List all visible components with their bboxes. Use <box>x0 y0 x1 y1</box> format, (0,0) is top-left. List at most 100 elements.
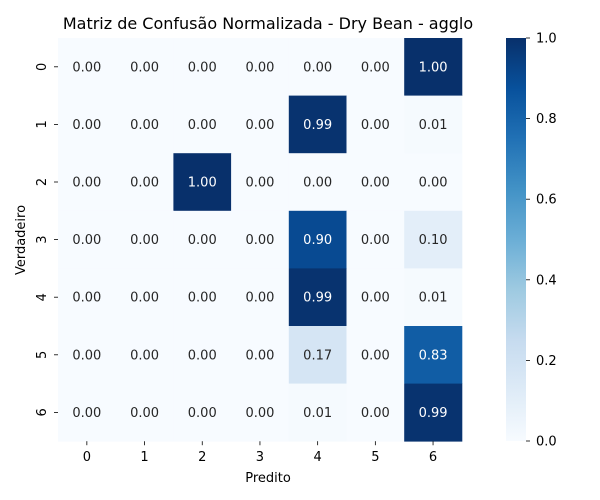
x-tick-label-4: 4 <box>314 450 322 465</box>
cell-value-label-r0-c6: 1.00 <box>419 60 448 75</box>
heatmap-cell-r1-c5 <box>346 95 405 154</box>
cell-value-label-r5-c3: 0.00 <box>245 348 274 363</box>
heatmap-cell-r3-c5 <box>346 210 405 269</box>
heatmap-cell-r6-c2 <box>173 383 232 442</box>
cell-value-label-r0-c1: 0.00 <box>130 60 159 75</box>
heatmap-cell-r4-c1 <box>115 268 174 327</box>
heatmap-cell-r6-c6 <box>404 383 463 442</box>
heatmap-cell-r1-c2 <box>173 95 232 154</box>
heatmap-cell-r4-c6 <box>404 268 463 327</box>
y-tick-label-1: 1 <box>35 120 50 128</box>
cell-value-label-r4-c6: 0.01 <box>419 291 448 306</box>
heatmap-cell-r5-c2 <box>173 326 232 384</box>
cell-value-label-r4-c3: 0.00 <box>245 291 274 306</box>
y-axis-label: Verdadeiro <box>14 205 29 275</box>
heatmap-cell-r4-c5 <box>346 268 405 327</box>
cell-value-label-r2-c4: 0.00 <box>303 176 332 191</box>
cell-value-label-r6-c1: 0.00 <box>130 406 159 421</box>
y-tick-label-4: 4 <box>35 293 50 301</box>
cell-value-label-r2-c6: 0.00 <box>419 176 448 191</box>
cell-value-label-r4-c4: 0.99 <box>303 291 332 306</box>
cell-value-label-r4-c0: 0.00 <box>72 291 101 306</box>
heatmap-cell-r3-c0 <box>58 210 117 269</box>
x-tick-label-2: 2 <box>198 450 206 465</box>
heatmap-cell-r5-c6 <box>404 326 463 384</box>
y-tick-label-6: 6 <box>35 408 50 416</box>
cell-value-label-r3-c5: 0.00 <box>361 233 390 248</box>
heatmap-cell-r1-c0 <box>58 95 117 154</box>
cell-value-label-r0-c3: 0.00 <box>245 60 274 75</box>
x-tick-label-1: 1 <box>140 450 148 465</box>
cell-value-label-r1-c4: 0.99 <box>303 118 332 133</box>
heatmap-cell-r2-c2 <box>173 153 232 212</box>
cell-value-label-r0-c2: 0.00 <box>188 60 217 75</box>
cell-value-label-r5-c6: 0.83 <box>419 348 448 363</box>
cell-value-label-r3-c3: 0.00 <box>245 233 274 248</box>
cell-value-label-r1-c3: 0.00 <box>245 118 274 133</box>
cell-value-label-r1-c1: 0.00 <box>130 118 159 133</box>
heatmap-cell-r0-c2 <box>173 38 232 96</box>
cell-value-label-r4-c1: 0.00 <box>130 291 159 306</box>
heatmap-cell-r1-c3 <box>231 95 290 154</box>
cell-value-label-r1-c0: 0.00 <box>72 118 101 133</box>
heatmap-cell-r3-c1 <box>115 210 174 269</box>
heatmap-cell-r1-c4 <box>288 95 347 154</box>
heatmap-cell-r2-c1 <box>115 153 174 212</box>
x-tick-label-3: 3 <box>256 450 264 465</box>
heatmap-cell-r1-c6 <box>404 95 463 154</box>
colorbar-gradient <box>506 38 526 441</box>
cell-value-label-r2-c0: 0.00 <box>72 176 101 191</box>
heatmap-cell-r4-c3 <box>231 268 290 327</box>
cell-value-label-r3-c0: 0.00 <box>72 233 101 248</box>
heatmap-cell-r6-c0 <box>58 383 117 442</box>
x-axis-label: Predito <box>245 471 291 486</box>
x-tick-label-6: 6 <box>429 450 437 465</box>
cell-value-label-r0-c5: 0.00 <box>361 60 390 75</box>
heatmap-cell-r2-c0 <box>58 153 117 212</box>
colorbar-tick-label-1: 0.2 <box>536 354 557 369</box>
x-axis: 0 1 2 3 4 5 6 <box>83 441 437 465</box>
heatmap-cell-r5-c1 <box>115 326 174 384</box>
colorbar-tick-label-2: 0.4 <box>536 273 557 288</box>
cell-value-label-r6-c6: 0.99 <box>419 406 448 421</box>
heatmap-cell-r4-c4 <box>288 268 347 327</box>
cell-value-label-r2-c5: 0.00 <box>361 176 390 191</box>
cell-value-label-r2-c3: 0.00 <box>245 176 274 191</box>
heatmap-cell-r6-c4 <box>288 383 347 442</box>
cell-value-label-r5-c5: 0.00 <box>361 348 390 363</box>
heatmap-cell-r3-c6 <box>404 210 463 269</box>
cell-value-label-r3-c4: 0.90 <box>303 233 332 248</box>
cell-value-label-r6-c5: 0.00 <box>361 406 390 421</box>
cell-value-label-r0-c4: 0.00 <box>303 60 332 75</box>
cell-value-label-r5-c2: 0.00 <box>188 348 217 363</box>
heatmap-cell-r0-c3 <box>231 38 290 96</box>
cell-value-label-r3-c2: 0.00 <box>188 233 217 248</box>
heatmap-cell-r0-c4 <box>288 38 347 96</box>
cell-value-label-r2-c1: 0.00 <box>130 176 159 191</box>
heatmap-cell-r5-c4 <box>288 326 347 384</box>
cell-value-label-r3-c6: 0.10 <box>419 233 448 248</box>
heatmap-cell-r6-c3 <box>231 383 290 442</box>
cell-value-label-r1-c5: 0.00 <box>361 118 390 133</box>
y-tick-label-0: 0 <box>35 63 50 71</box>
colorbar-tick-label-5: 1.0 <box>536 32 557 47</box>
heatmap-cell-r6-c5 <box>346 383 405 442</box>
heatmap-cell-r2-c6 <box>404 153 463 212</box>
y-tick-label-5: 5 <box>35 351 50 359</box>
cell-value-label-r3-c1: 0.00 <box>130 233 159 248</box>
heatmap-cell-r2-c4 <box>288 153 347 212</box>
cell-value-label-r5-c0: 0.00 <box>72 348 101 363</box>
heatmap-cell-r0-c6 <box>404 38 463 96</box>
heatmap-cell-r2-c3 <box>231 153 290 212</box>
y-tick-label-2: 2 <box>35 178 50 186</box>
x-tick-label-0: 0 <box>83 450 91 465</box>
cell-value-label-r1-c2: 0.00 <box>188 118 217 133</box>
heatmap-cell-r3-c2 <box>173 210 232 269</box>
heatmap-cell-r3-c3 <box>231 210 290 269</box>
cell-value-label-r4-c2: 0.00 <box>188 291 217 306</box>
heatmap-cell-r0-c0 <box>58 38 117 96</box>
heatmap-cell-r6-c1 <box>115 383 174 442</box>
y-axis: 0 1 2 3 4 5 6 <box>35 63 58 417</box>
cell-value-label-r5-c4: 0.17 <box>303 348 332 363</box>
